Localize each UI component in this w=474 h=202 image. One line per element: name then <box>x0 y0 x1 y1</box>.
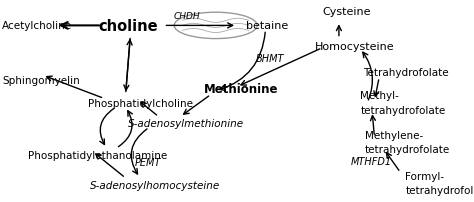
Text: Methyl-: Methyl- <box>360 91 399 101</box>
Text: Methionine: Methionine <box>204 82 278 95</box>
Text: Tetrahydrofolate: Tetrahydrofolate <box>363 68 448 78</box>
Text: tetrahydrofolate: tetrahydrofolate <box>405 185 474 195</box>
Text: tetrahydrofolate: tetrahydrofolate <box>365 144 450 155</box>
Text: Homocysteine: Homocysteine <box>315 41 395 52</box>
Text: Cysteine: Cysteine <box>322 7 371 17</box>
Text: PEMT: PEMT <box>135 158 162 168</box>
Text: betaine: betaine <box>246 21 289 31</box>
Text: S-adenosylmethionine: S-adenosylmethionine <box>128 118 244 128</box>
Text: CHDH: CHDH <box>174 12 201 21</box>
Text: Acetylcholine: Acetylcholine <box>2 21 73 31</box>
Text: Sphingomyelin: Sphingomyelin <box>2 76 80 86</box>
Text: Methylene-: Methylene- <box>365 130 423 140</box>
Text: Phosphatidylcholine: Phosphatidylcholine <box>88 98 193 108</box>
Text: MTHFD1: MTHFD1 <box>351 157 392 167</box>
Text: S-adenosylhomocysteine: S-adenosylhomocysteine <box>90 180 220 190</box>
Text: choline: choline <box>98 19 158 34</box>
Text: Phosphatidylethanolamine: Phosphatidylethanolamine <box>28 150 168 161</box>
Text: BHMT: BHMT <box>256 54 284 64</box>
Text: tetrahydrofolate: tetrahydrofolate <box>360 105 446 115</box>
Text: Formyl-: Formyl- <box>405 171 445 181</box>
